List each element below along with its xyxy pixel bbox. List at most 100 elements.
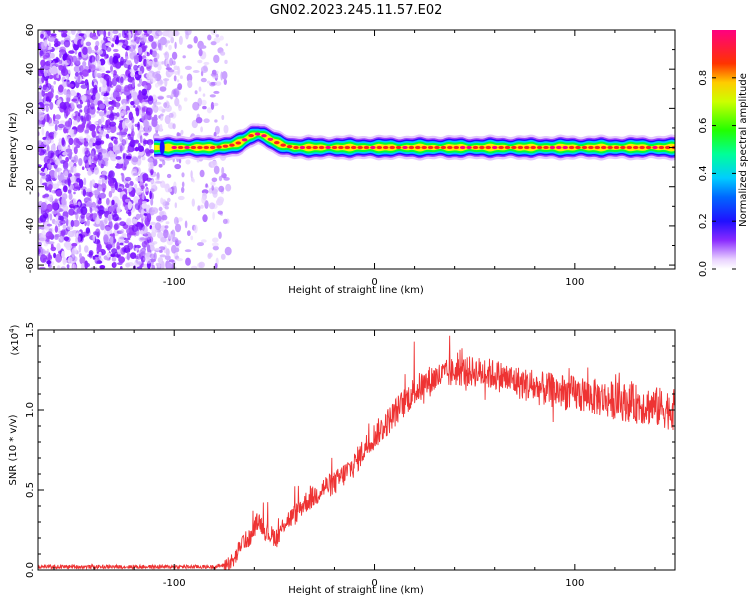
noise-speckle-dot	[94, 121, 99, 125]
noise-speckle-dot	[141, 156, 146, 161]
noise-speckle-dot	[41, 41, 47, 50]
noise-speckle-dot	[108, 214, 111, 222]
noise-speckle-dot	[57, 123, 65, 129]
noise-speckle-dot	[112, 55, 119, 64]
noise-speckle-dot	[40, 201, 48, 211]
noise-speckle-dot	[39, 266, 46, 269]
noise-speckle-dot	[127, 242, 134, 250]
noise-speckle-dot	[111, 199, 115, 206]
noise-speckle-dot	[117, 249, 121, 255]
ridge-core	[594, 145, 601, 150]
noise-speckle-dot	[119, 221, 126, 227]
noise-speckle-dot	[73, 146, 78, 155]
noise-speckle-dot	[112, 213, 119, 222]
noise-speckle-dot	[201, 99, 207, 106]
noise-speckle-dot	[177, 67, 181, 77]
noise-speckle-dot	[124, 118, 130, 124]
noise-speckle-dot	[135, 187, 143, 196]
noise-speckle-dot	[131, 80, 135, 88]
bottom-y-ticks: 0.0 0.5 1.0 1.5	[25, 322, 675, 578]
noise-speckle-dot	[200, 239, 207, 243]
noise-speckle-dot	[94, 189, 100, 195]
noise-speckle-dot	[48, 139, 54, 144]
noise-speckle-dot	[213, 186, 219, 193]
ridge-core	[229, 143, 235, 147]
noise-speckle-dot	[55, 159, 61, 166]
noise-speckle-dot	[115, 102, 120, 109]
noise-speckle-dot	[165, 40, 171, 44]
noise-speckle-dot	[150, 198, 154, 206]
noise-speckle-dot	[141, 250, 146, 255]
noise-speckle-dot	[159, 79, 163, 86]
noise-speckle-dot	[161, 61, 165, 65]
ridge-core	[357, 145, 363, 150]
noise-speckle-dot	[129, 252, 137, 259]
noise-speckle-dot	[72, 112, 76, 117]
noise-speckle-dot	[80, 213, 85, 219]
noise-speckle-dot	[115, 35, 119, 45]
noise-speckle-dot	[65, 242, 73, 251]
noise-speckle-dot	[140, 210, 144, 219]
noise-speckle-dot	[67, 230, 75, 238]
noise-speckle-dot	[164, 225, 169, 229]
top-x-ticks: -100 0 100	[53, 30, 656, 288]
noise-speckle-dot	[133, 64, 139, 71]
noise-speckle-dot	[133, 183, 138, 190]
noise-speckle-dot	[164, 255, 171, 261]
ridge-core	[498, 145, 504, 150]
noise-speckle-dot	[99, 265, 106, 269]
noise-speckle-dot	[199, 169, 205, 178]
noise-speckle-dot	[57, 226, 61, 234]
noise-speckle-dot	[40, 33, 44, 39]
noise-speckle-dot	[133, 196, 140, 204]
y-multiplier-label: (x104)	[8, 324, 21, 355]
noise-speckle-dot	[220, 51, 226, 56]
noise-speckle-dot	[45, 60, 51, 67]
noise-speckle-dot	[169, 57, 174, 66]
noise-speckle-dot	[118, 42, 123, 46]
noise-speckle-dot	[164, 51, 170, 60]
noise-speckle-dot	[207, 253, 212, 259]
noise-speckle-dot	[86, 81, 90, 91]
ridge-core	[607, 145, 613, 150]
noise-speckle-dot	[191, 265, 198, 269]
noise-speckle-dot	[139, 237, 147, 241]
snr-frame	[37, 329, 676, 571]
noise-speckle-dot	[92, 78, 98, 83]
noise-speckle-dot	[173, 65, 179, 71]
noise-speckle-dot	[138, 198, 144, 205]
noise-speckle-dot	[43, 155, 51, 165]
noise-speckle-dot	[77, 124, 84, 131]
noise-speckle-dot	[130, 130, 135, 137]
noise-speckle-dot	[118, 135, 122, 139]
noise-speckle-dot	[124, 176, 132, 182]
noise-speckle-dot	[42, 194, 46, 199]
noise-speckle-dot	[118, 121, 123, 131]
noise-speckle-dot	[113, 139, 118, 145]
noise-speckle-dot	[85, 188, 93, 193]
noise-speckle-dot	[123, 233, 127, 238]
noise-speckle-dot	[217, 210, 223, 215]
noise-speckle-dot	[112, 90, 120, 100]
bottom-y-axis-title: SNR (10 * v/v)	[8, 414, 19, 485]
noise-speckle-dot	[159, 249, 163, 253]
noise-speckle-dot	[76, 115, 81, 123]
noise-speckle-dot	[148, 35, 154, 42]
noise-speckle-dot	[181, 181, 185, 188]
bottom-y-tick-label: 0.5	[25, 482, 36, 498]
noise-speckle-dot	[171, 51, 178, 60]
noise-speckle-dot	[102, 187, 106, 193]
noise-speckle-dot	[143, 257, 146, 261]
ridge-core	[613, 145, 620, 150]
noise-speckle-dot	[215, 34, 220, 38]
noise-speckle-dot	[71, 98, 78, 102]
noise-speckle-dot	[68, 173, 73, 178]
noise-speckle-dot	[195, 117, 203, 124]
noise-speckle-dot	[65, 128, 69, 134]
noise-speckle-dot	[157, 231, 164, 239]
noise-speckle-dot	[39, 50, 44, 57]
ridge-core	[408, 145, 415, 150]
noise-speckle-dot	[223, 78, 227, 85]
noise-speckle-dot	[221, 166, 225, 176]
noise-speckle-dot	[116, 132, 122, 136]
